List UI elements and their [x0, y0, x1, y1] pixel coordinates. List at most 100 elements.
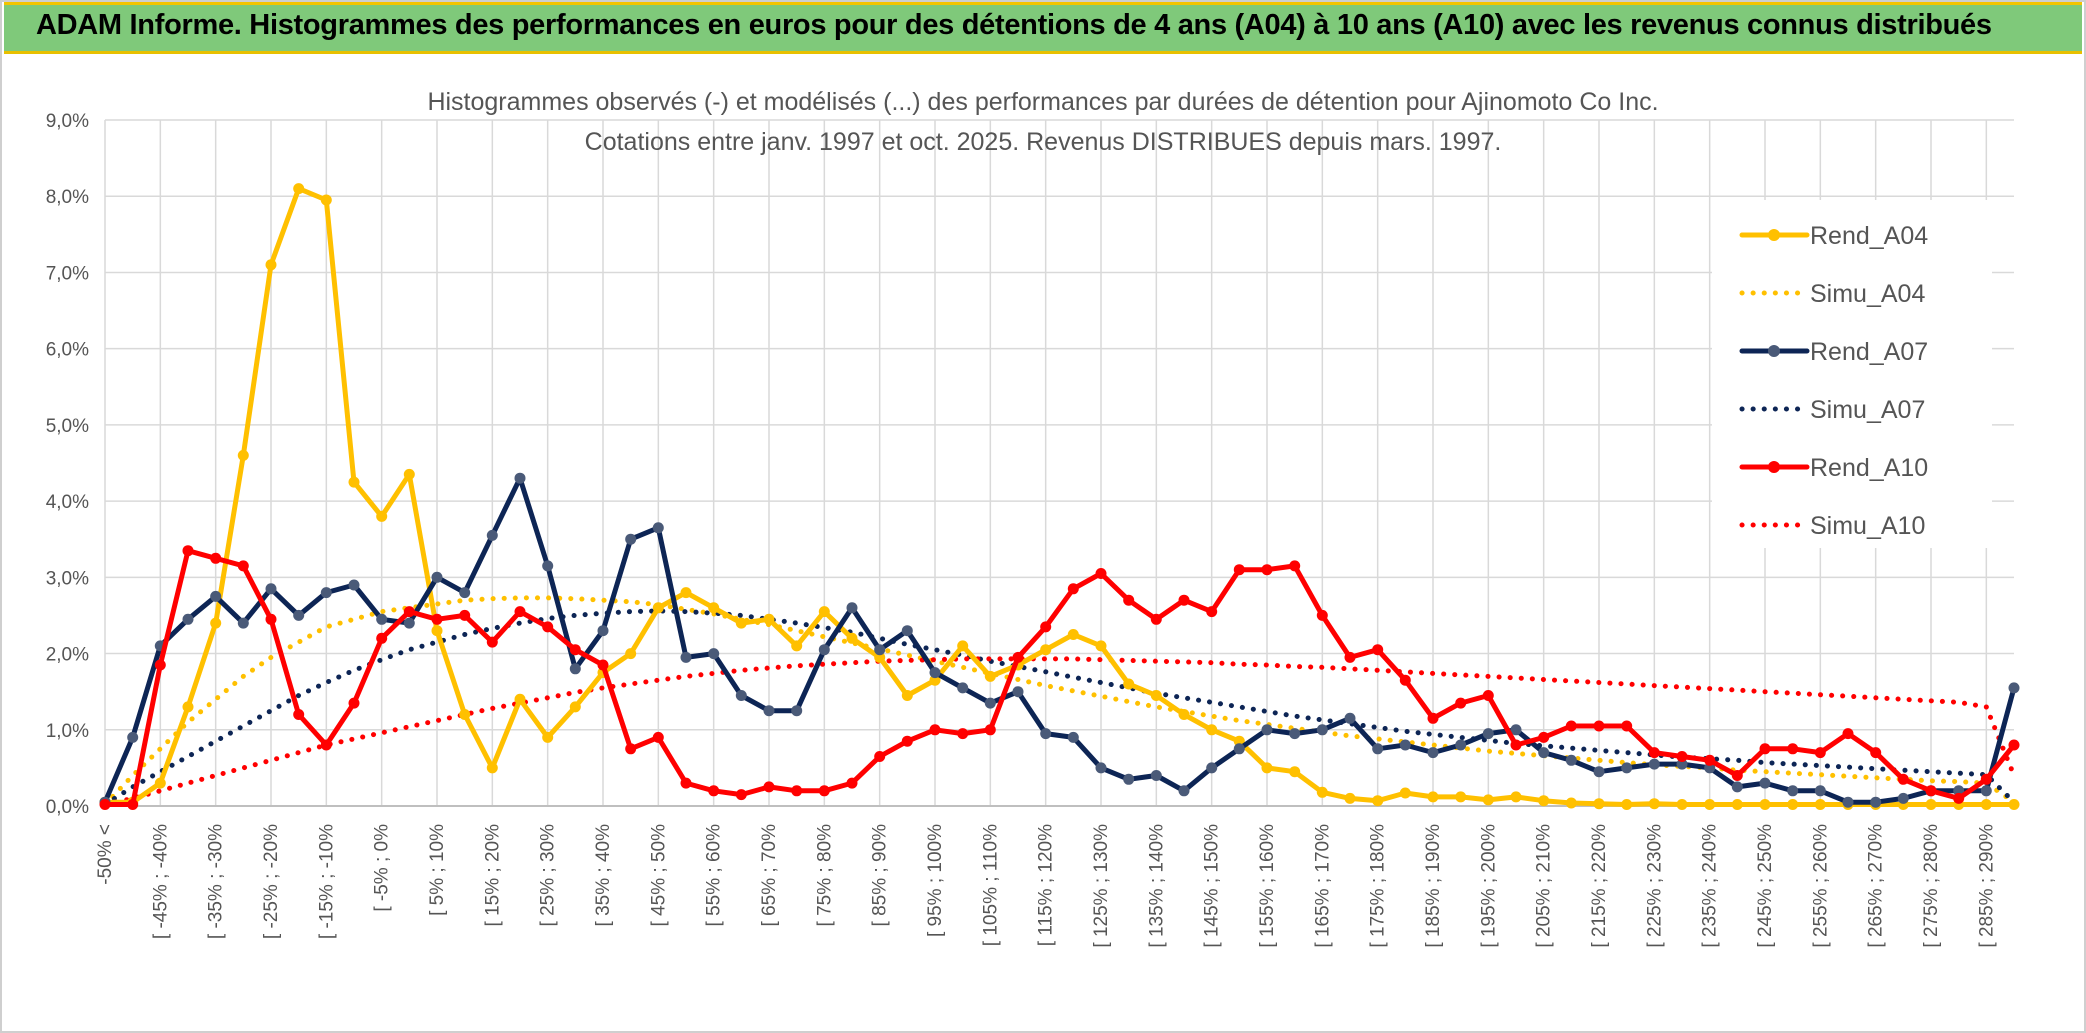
- data-point-rend_a04: [791, 640, 803, 652]
- x-tick-label: [ 55% ; 60%: [704, 824, 725, 927]
- data-point-rend_a07: [569, 663, 581, 675]
- legend-label: Simu_A10: [1810, 512, 1925, 540]
- data-point-rend_a07: [1012, 686, 1024, 698]
- data-point-rend_a04: [1648, 798, 1660, 810]
- data-point-rend_a07: [293, 609, 305, 621]
- data-point-rend_a10: [1953, 792, 1965, 804]
- x-tick-label: [ 275% ; 280%: [1921, 824, 1942, 948]
- data-point-rend_a04: [1731, 799, 1743, 810]
- data-point-rend_a04: [1316, 786, 1328, 798]
- x-tick-label: [ -25% ; -20%: [261, 824, 282, 939]
- data-point-rend_a07: [625, 533, 637, 545]
- data-point-rend_a04: [1455, 791, 1467, 803]
- data-point-rend_a07: [984, 697, 996, 709]
- data-point-rend_a10: [2008, 739, 2020, 751]
- data-point-rend_a07: [597, 625, 609, 637]
- data-point-rend_a10: [1261, 564, 1273, 576]
- data-point-rend_a07: [1759, 777, 1771, 789]
- data-point-rend_a04: [1538, 795, 1550, 807]
- data-point-rend_a04: [2008, 799, 2020, 810]
- data-point-rend_a10: [1704, 754, 1716, 766]
- x-tick-label: [ 135% ; 140%: [1146, 824, 1167, 948]
- data-point-rend_a04: [1787, 799, 1799, 810]
- data-point-rend_a04: [1372, 795, 1384, 807]
- data-point-rend_a07: [1344, 712, 1356, 724]
- data-point-rend_a07: [1482, 728, 1494, 740]
- data-point-rend_a07: [1372, 743, 1384, 755]
- x-tick-label: [ 245% ; 250%: [1755, 824, 1776, 948]
- data-point-rend_a07: [1289, 728, 1301, 740]
- data-point-rend_a04: [1399, 787, 1411, 799]
- data-point-rend_a10: [1123, 594, 1135, 606]
- y-tick-label: 3,0%: [46, 568, 89, 589]
- x-tick-label: [ 205% ; 210%: [1534, 824, 1555, 948]
- data-point-rend_a04: [680, 587, 692, 599]
- data-point-rend_a07: [431, 571, 443, 583]
- data-point-rend_a04: [708, 602, 720, 614]
- data-point-rend_a10: [791, 785, 803, 797]
- y-tick-label: 8,0%: [46, 187, 89, 208]
- data-point-rend_a07: [1897, 792, 1909, 804]
- y-tick-label: 1,0%: [46, 721, 89, 742]
- data-point-rend_a04: [1980, 799, 1992, 810]
- x-tick-label: [ 105% ; 110%: [980, 824, 1001, 946]
- data-point-rend_a07: [1427, 747, 1439, 759]
- data-point-rend_a07: [1399, 739, 1411, 751]
- data-point-rend_a10: [1206, 606, 1218, 618]
- data-point-rend_a10: [1731, 770, 1743, 781]
- data-point-rend_a07: [237, 617, 249, 629]
- data-point-rend_a07: [1095, 762, 1107, 774]
- x-tick-label: [ 285% ; 290%: [1976, 824, 1997, 948]
- legend-marker: [1768, 461, 1780, 473]
- data-point-rend_a07: [514, 472, 526, 484]
- data-point-rend_a10: [1372, 644, 1384, 656]
- x-tick-label: [ -45% ; -40%: [150, 824, 171, 939]
- data-point-rend_a10: [1289, 560, 1301, 572]
- data-point-rend_a07: [1316, 724, 1328, 736]
- data-point-rend_a07: [1455, 739, 1467, 751]
- data-point-rend_a04: [652, 602, 664, 614]
- data-point-rend_a10: [984, 724, 996, 736]
- data-point-rend_a10: [846, 777, 858, 789]
- data-point-rend_a07: [210, 590, 222, 602]
- x-tick-label: [ 165% ; 170%: [1312, 824, 1333, 948]
- data-point-rend_a07: [542, 560, 554, 572]
- y-tick-label: 0,0%: [46, 797, 89, 818]
- data-point-rend_a10: [1067, 583, 1079, 595]
- data-point-rend_a07: [652, 522, 664, 534]
- data-point-rend_a10: [1870, 747, 1882, 759]
- x-tick-label: [ 115% ; 120%: [1036, 824, 1057, 946]
- data-point-rend_a07: [791, 705, 803, 717]
- legend-label: Simu_A04: [1810, 280, 1925, 308]
- x-tick-label: [ -5% ; 0%: [372, 824, 393, 912]
- data-point-rend_a04: [569, 701, 581, 713]
- data-point-rend_a04: [154, 777, 166, 789]
- x-tick-label: -50% <: [95, 824, 116, 885]
- data-point-rend_a10: [763, 781, 775, 793]
- data-point-rend_a10: [376, 632, 388, 644]
- data-point-rend_a04: [1814, 799, 1826, 810]
- data-point-rend_a04: [874, 651, 886, 663]
- data-point-rend_a10: [1150, 613, 1162, 625]
- data-point-rend_a04: [1150, 690, 1162, 701]
- data-point-rend_a10: [1233, 564, 1245, 576]
- legend-marker: [1768, 229, 1780, 241]
- data-point-rend_a07: [1233, 743, 1245, 755]
- data-point-rend_a07: [874, 644, 886, 656]
- y-tick-label: 4,0%: [46, 492, 89, 513]
- data-point-rend_a10: [237, 560, 249, 572]
- data-point-rend_a07: [901, 625, 913, 637]
- data-point-rend_a07: [846, 602, 858, 614]
- y-tick-label: 7,0%: [46, 263, 89, 284]
- data-point-rend_a07: [1787, 785, 1799, 797]
- data-point-rend_a07: [929, 667, 941, 679]
- data-point-rend_a07: [818, 644, 830, 656]
- data-point-rend_a04: [1261, 762, 1273, 774]
- x-tick-label: [ 15% ; 20%: [482, 824, 503, 927]
- data-point-rend_a10: [127, 799, 139, 810]
- data-point-rend_a07: [957, 682, 969, 694]
- data-point-rend_a10: [1925, 785, 1937, 797]
- x-tick-label: [ 235% ; 240%: [1700, 824, 1721, 948]
- report-title: ADAM Informe. Histogrammes des performan…: [36, 9, 1992, 41]
